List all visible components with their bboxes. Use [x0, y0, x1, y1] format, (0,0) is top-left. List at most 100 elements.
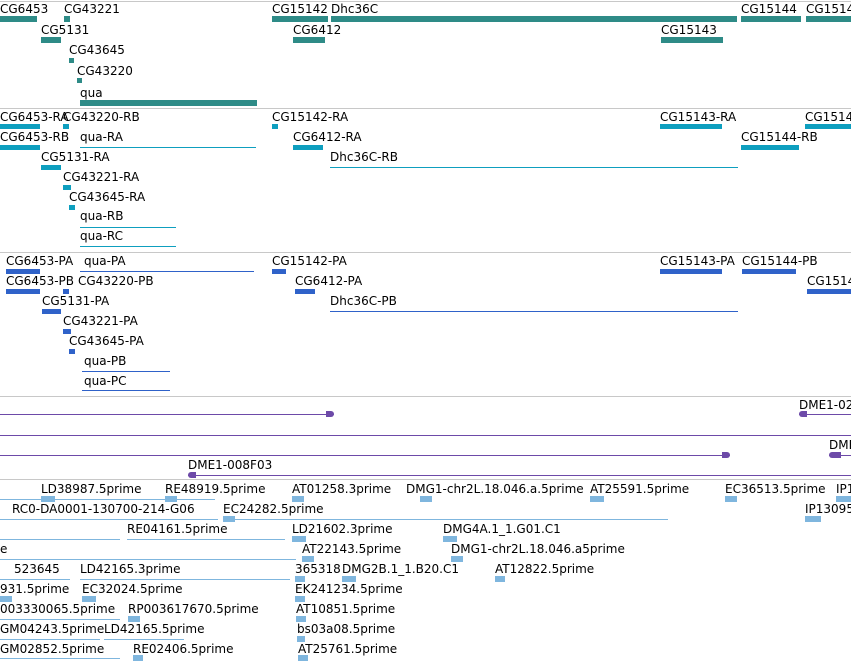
- feature-label[interactable]: CG15144: [741, 2, 797, 16]
- gene-bar[interactable]: [272, 16, 328, 22]
- feature-label[interactable]: IP13095: [805, 502, 851, 516]
- est-line[interactable]: [0, 559, 296, 560]
- feature-label[interactable]: CG43221-RA: [63, 170, 140, 184]
- est-bar[interactable]: [295, 596, 305, 602]
- feature-label[interactable]: CG15144-PB: [742, 254, 818, 268]
- clone-line[interactable]: [0, 455, 730, 456]
- est-line[interactable]: [0, 639, 100, 640]
- feature-label[interactable]: CG15145-PA: [807, 274, 851, 288]
- gene-bar[interactable]: [80, 100, 257, 106]
- est-line[interactable]: [223, 519, 668, 520]
- est-line[interactable]: [104, 639, 184, 640]
- feature-label[interactable]: e: [0, 542, 8, 556]
- transcript-bar[interactable]: [63, 124, 69, 129]
- feature-label[interactable]: Dhc36C-RB: [330, 150, 398, 164]
- transcript-bar[interactable]: [805, 124, 851, 129]
- transcript-intron-line[interactable]: [80, 227, 176, 228]
- feature-label[interactable]: GM02852.5prime: [0, 642, 105, 656]
- est-bar[interactable]: [296, 616, 306, 622]
- clone-line[interactable]: [0, 435, 851, 436]
- protein-bar[interactable]: [295, 289, 315, 294]
- feature-label[interactable]: qua-PA: [84, 254, 126, 268]
- feature-label[interactable]: CG15142-PA: [272, 254, 347, 268]
- est-bar[interactable]: [133, 655, 143, 661]
- feature-label[interactable]: RE48919.5prime: [165, 482, 266, 496]
- transcript-intron-line[interactable]: [80, 147, 256, 148]
- est-bar[interactable]: [495, 576, 505, 582]
- feature-label[interactable]: bs03a08.5prime: [297, 622, 396, 636]
- est-bar[interactable]: [451, 556, 463, 562]
- feature-label[interactable]: DME1-02: [799, 398, 851, 412]
- transcript-bar[interactable]: [741, 145, 799, 150]
- feature-label[interactable]: CG43221-PA: [63, 314, 138, 328]
- feature-label[interactable]: RE02406.5prime: [133, 642, 234, 656]
- feature-label[interactable]: RP003617670.5prime: [128, 602, 259, 616]
- clone-line[interactable]: [799, 414, 851, 415]
- feature-label[interactable]: 003330065.5prime: [0, 602, 116, 616]
- gene-bar[interactable]: [293, 37, 325, 43]
- est-line[interactable]: [0, 579, 70, 580]
- feature-label[interactable]: EC24282.5prime: [223, 502, 324, 516]
- feature-label[interactable]: LD38987.5prime: [41, 482, 142, 496]
- transcript-intron-line[interactable]: [80, 246, 176, 247]
- feature-label[interactable]: qua-RC: [80, 229, 124, 243]
- protein-bar[interactable]: [742, 269, 796, 274]
- feature-label[interactable]: qua-RB: [80, 209, 124, 223]
- gene-bar[interactable]: [806, 16, 851, 22]
- clone-line[interactable]: [188, 475, 851, 476]
- transcript-bar[interactable]: [0, 124, 40, 129]
- feature-label[interactable]: AT12822.5prime: [495, 562, 595, 576]
- feature-label[interactable]: CG15143-RA: [660, 110, 737, 124]
- feature-label[interactable]: CG43645: [69, 43, 125, 57]
- transcript-bar[interactable]: [41, 165, 61, 170]
- transcript-intron-line[interactable]: [330, 167, 738, 168]
- feature-label[interactable]: qua-PB: [84, 354, 127, 368]
- feature-label[interactable]: DME: [829, 438, 851, 452]
- est-bar[interactable]: [443, 536, 457, 542]
- feature-label[interactable]: Dhc36C-PB: [330, 294, 397, 308]
- est-bar[interactable]: [223, 516, 235, 522]
- feature-label[interactable]: RC0-DA0001-130700-214-G06: [12, 502, 195, 516]
- feature-label[interactable]: DMG4A.1_1.G01.C1: [443, 522, 561, 536]
- feature-label[interactable]: GM04243.5prime: [0, 622, 105, 636]
- protein-bar[interactable]: [660, 269, 722, 274]
- feature-label[interactable]: CG15143-PA: [660, 254, 735, 268]
- feature-label[interactable]: CG6412-RA: [293, 130, 362, 144]
- est-bar[interactable]: [342, 576, 356, 582]
- feature-label[interactable]: EK241234.5prime: [295, 582, 403, 596]
- feature-label[interactable]: DMG1-chr2L.18.046.a.5prime: [406, 482, 584, 496]
- transcript-bar[interactable]: [0, 145, 40, 150]
- est-line[interactable]: [127, 539, 285, 540]
- est-bar[interactable]: [298, 655, 308, 661]
- feature-label[interactable]: CG43220: [77, 64, 133, 78]
- protein-bar[interactable]: [69, 349, 75, 354]
- feature-label[interactable]: 523645: [14, 562, 60, 576]
- feature-label[interactable]: RE04161.5prime: [127, 522, 228, 536]
- est-bar[interactable]: [805, 516, 821, 522]
- gene-bar[interactable]: [64, 16, 70, 22]
- protein-bar[interactable]: [63, 329, 71, 334]
- feature-label[interactable]: DME1-008F03: [188, 458, 273, 472]
- feature-label[interactable]: CG6412-PA: [295, 274, 363, 288]
- est-bar[interactable]: [292, 536, 306, 542]
- feature-label[interactable]: CG15143: [661, 23, 717, 37]
- feature-label[interactable]: CG43220-PB: [78, 274, 154, 288]
- feature-label[interactable]: AT25591.5prime: [590, 482, 690, 496]
- clone-line[interactable]: [0, 414, 334, 415]
- est-line[interactable]: [80, 579, 290, 580]
- gene-bar[interactable]: [41, 37, 61, 43]
- transcript-bar[interactable]: [293, 145, 323, 150]
- feature-label[interactable]: LD42165.5prime: [104, 622, 205, 636]
- est-bar[interactable]: [292, 496, 304, 502]
- protein-intron-line[interactable]: [80, 271, 254, 272]
- feature-label[interactable]: CG6453-RA: [0, 110, 69, 124]
- gene-bar[interactable]: [661, 37, 723, 43]
- feature-label[interactable]: qua: [80, 86, 103, 100]
- gene-bar[interactable]: [741, 16, 801, 22]
- protein-bar[interactable]: [42, 309, 61, 314]
- est-bar[interactable]: [420, 496, 432, 502]
- est-bar[interactable]: [302, 556, 314, 562]
- gene-bar[interactable]: [0, 16, 37, 22]
- feature-label[interactable]: CG15145-RA: [805, 110, 851, 124]
- protein-intron-line[interactable]: [330, 311, 738, 312]
